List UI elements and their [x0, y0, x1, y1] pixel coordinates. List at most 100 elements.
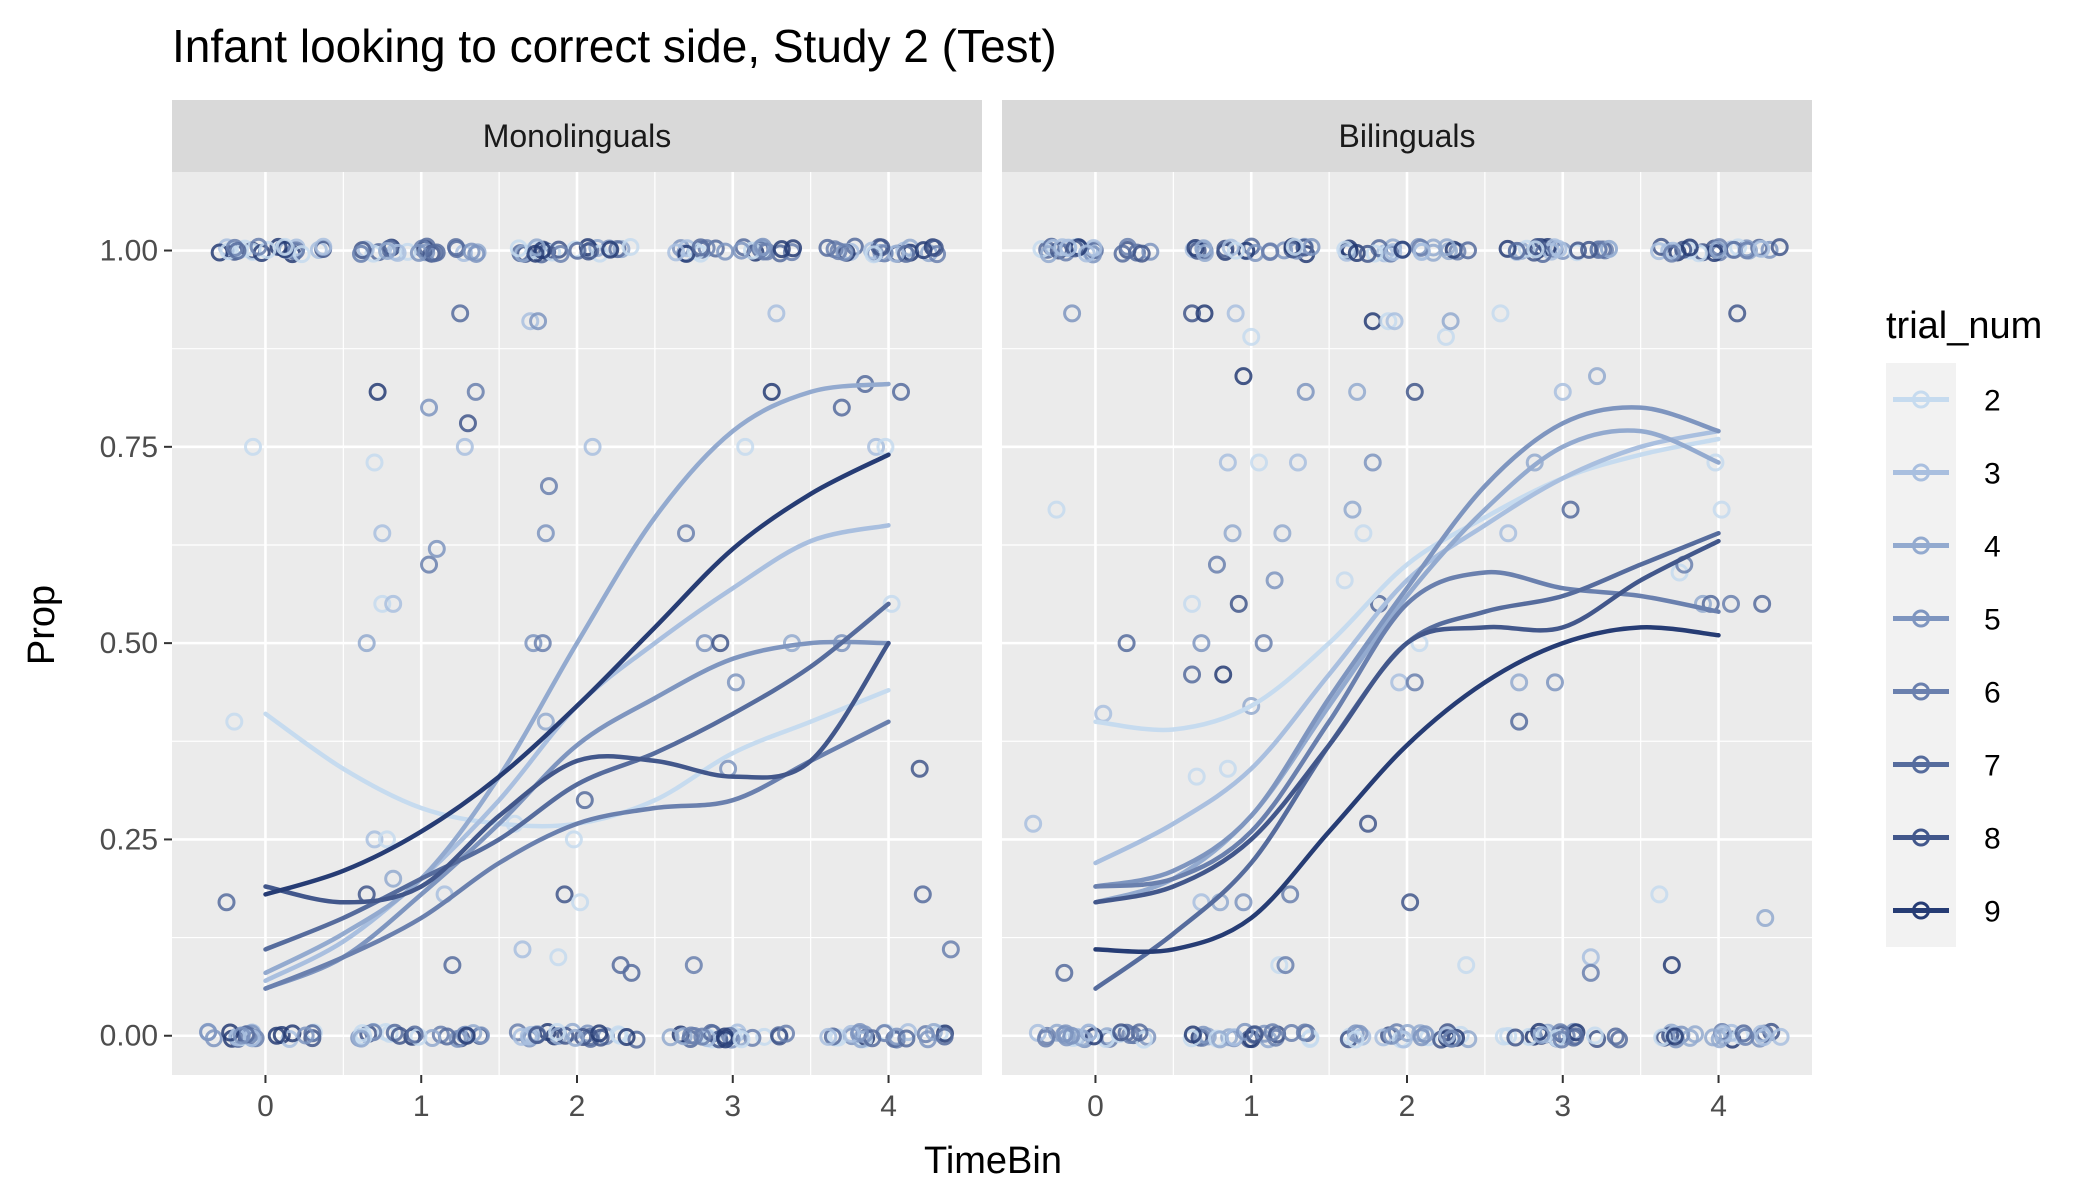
- data-point: [1379, 312, 1398, 331]
- data-point: [579, 242, 598, 261]
- data-point: [1183, 665, 1202, 684]
- data-point: [1218, 453, 1237, 472]
- data-point: [1412, 1028, 1431, 1047]
- data-point: [818, 238, 837, 257]
- data-point: [1183, 304, 1202, 323]
- data-point: [772, 240, 791, 259]
- data-point: [1183, 1025, 1202, 1044]
- data-point: [886, 244, 905, 263]
- data-point: [1728, 304, 1747, 323]
- smooth-line-trial-5: [263, 639, 891, 991]
- data-point: [1214, 665, 1233, 684]
- data-point: [1510, 712, 1529, 731]
- data-point: [1270, 956, 1289, 975]
- data-point: [850, 1022, 869, 1041]
- smooth-line-trial-8: [1093, 538, 1721, 905]
- data-point: [1459, 1030, 1478, 1049]
- legend-label: 3: [1984, 458, 2001, 491]
- data-point: [1412, 242, 1431, 261]
- data-point: [1585, 1026, 1604, 1045]
- data-point: [575, 791, 594, 810]
- data-point: [451, 304, 470, 323]
- data-point: [913, 885, 932, 904]
- data-point: [887, 1027, 906, 1046]
- data-point: [1581, 963, 1600, 982]
- data-point: [568, 241, 587, 260]
- data-point: [682, 1026, 701, 1045]
- data-point: [1245, 1025, 1264, 1044]
- data-point: [1459, 241, 1478, 260]
- data-point: [457, 1026, 476, 1045]
- data-point: [1712, 500, 1731, 519]
- data-point: [925, 238, 944, 257]
- data-point: [762, 382, 781, 401]
- x-axis: 0 1 2 3 4 0 1 2 3 4: [257, 1075, 1727, 1123]
- data-point: [551, 244, 570, 263]
- data-point: [1039, 245, 1058, 264]
- data-point: [1242, 327, 1261, 346]
- data-point: [677, 524, 696, 543]
- legend-key-point: [1912, 682, 1930, 701]
- data-point: [918, 1030, 937, 1049]
- data-point: [1665, 1027, 1684, 1046]
- data-point: [384, 594, 403, 613]
- data-point: [661, 1028, 680, 1047]
- data-point: [892, 382, 910, 401]
- data-point: [1254, 634, 1273, 653]
- data-point: [1295, 238, 1314, 257]
- data-point: [1335, 571, 1354, 590]
- data-point: [549, 948, 568, 967]
- data-point: [1347, 243, 1366, 262]
- data-point: [864, 245, 883, 264]
- data-point: [1282, 1023, 1301, 1042]
- data-point: [1226, 241, 1245, 260]
- data-point: [1255, 1024, 1274, 1043]
- data-point: [1588, 367, 1607, 386]
- data-point: [548, 1022, 567, 1041]
- data-point: [732, 1030, 751, 1049]
- data-point: [249, 237, 268, 256]
- data-point: [1528, 238, 1547, 257]
- data-point: [225, 712, 244, 731]
- x-tick-label: 1: [1243, 1090, 1260, 1123]
- data-point: [1112, 1023, 1131, 1042]
- data-point: [753, 237, 772, 256]
- data-point: [351, 244, 370, 263]
- data-point: [1401, 893, 1420, 912]
- data-point: [601, 240, 620, 259]
- data-point: [232, 1026, 251, 1045]
- data-point: [767, 304, 786, 323]
- data-point: [1346, 1030, 1365, 1049]
- data-point: [1024, 814, 1043, 833]
- data-point: [935, 1027, 954, 1046]
- data-point: [897, 1029, 916, 1048]
- legend-key-point: [1912, 755, 1930, 774]
- legend-key-point: [1912, 536, 1930, 555]
- data-point: [686, 242, 705, 261]
- data-point: [1714, 1024, 1733, 1043]
- data-point: [693, 1027, 712, 1046]
- legend-label: 7: [1984, 750, 2001, 783]
- data-point: [1234, 893, 1253, 912]
- legend-key-background: [1886, 363, 1956, 947]
- data-point: [1263, 1023, 1282, 1042]
- data-point: [1363, 453, 1382, 472]
- data-point: [1756, 908, 1775, 927]
- data-point: [1736, 1027, 1755, 1046]
- x-tick-label: 0: [1087, 1090, 1104, 1123]
- data-point: [533, 634, 552, 653]
- data-point: [1195, 243, 1214, 262]
- data-point: [1525, 453, 1544, 472]
- data-point: [1384, 243, 1403, 262]
- data-point: [1753, 594, 1772, 613]
- legend-label: 5: [1984, 604, 2001, 637]
- data-point: [384, 869, 403, 888]
- data-point: [225, 238, 244, 257]
- data-point: [539, 477, 558, 496]
- data-point: [1130, 1023, 1149, 1042]
- legend-key-point: [1912, 828, 1930, 847]
- data-point: [443, 956, 462, 975]
- data-point: [684, 956, 703, 975]
- data-point: [914, 241, 933, 260]
- smooth-line-trial-9: [1093, 625, 1721, 954]
